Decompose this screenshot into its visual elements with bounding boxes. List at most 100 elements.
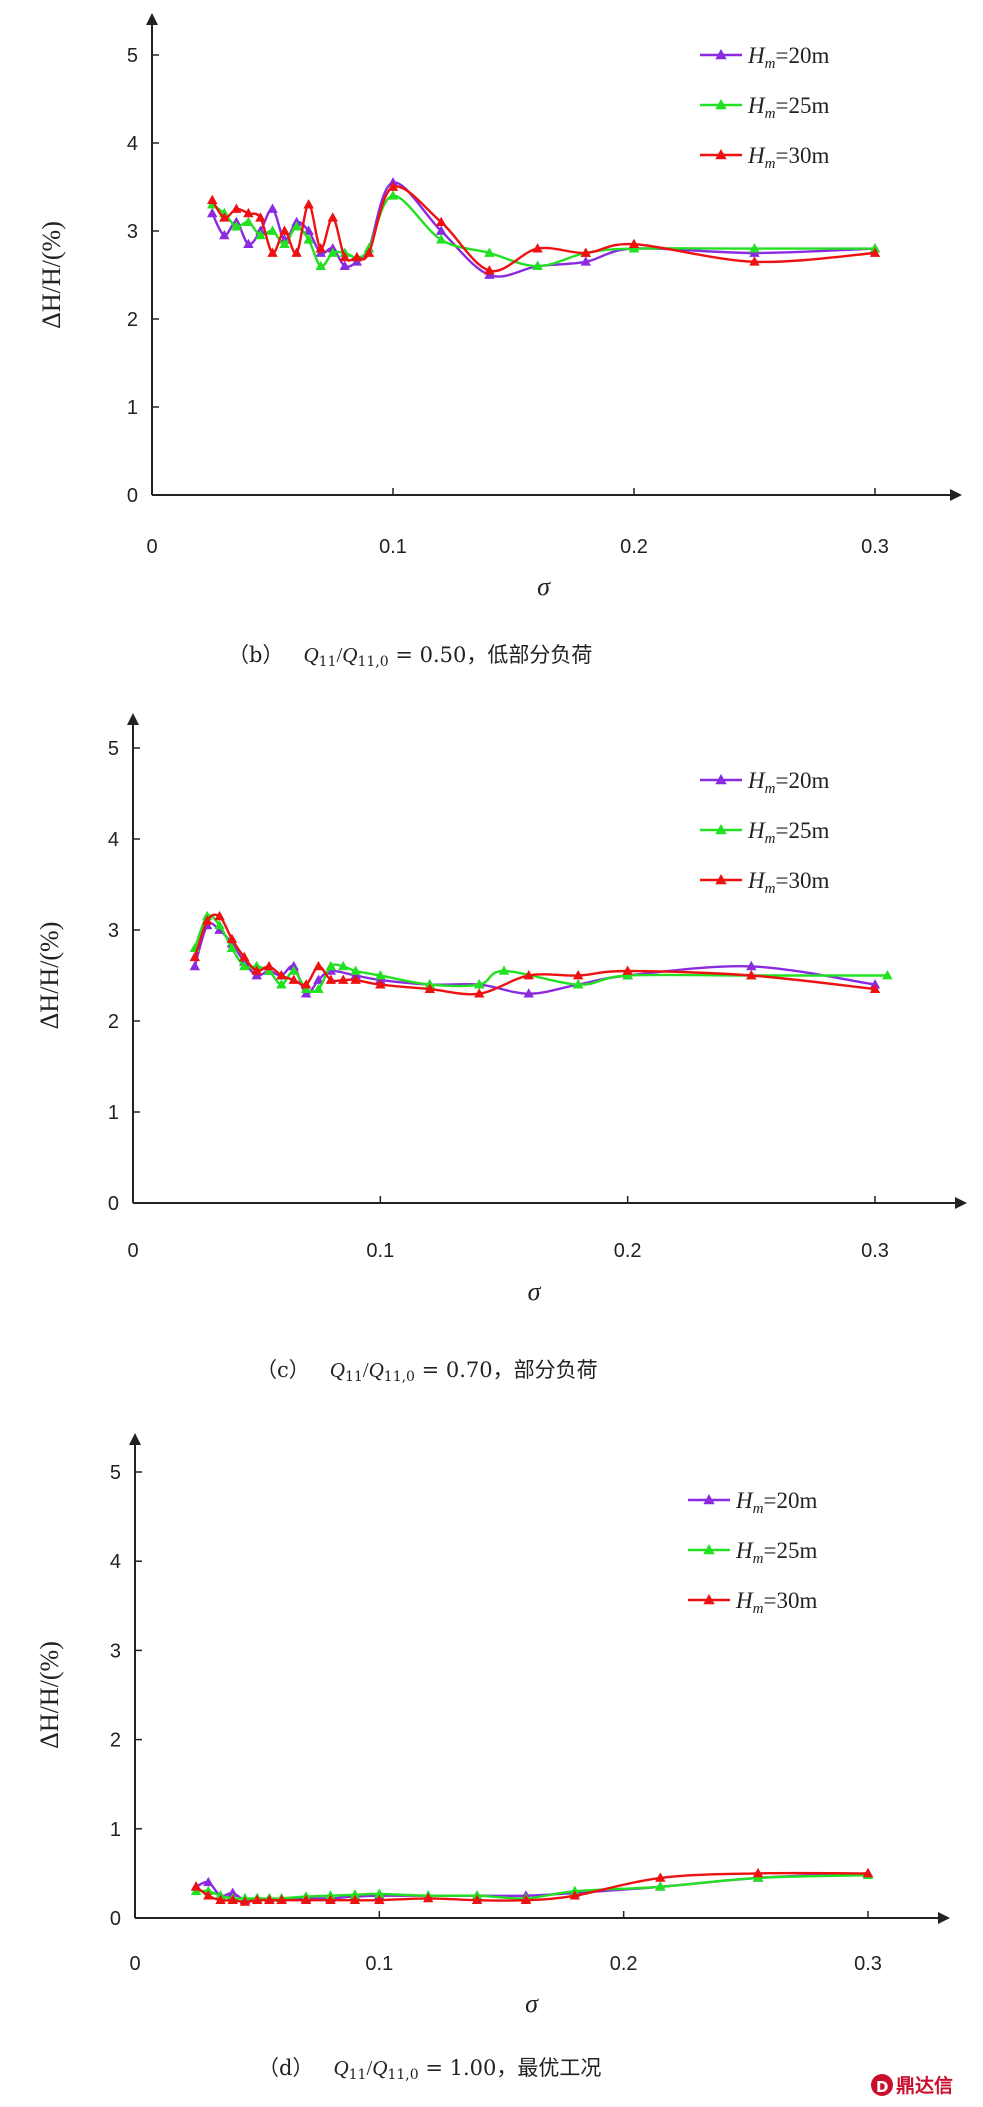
legend-marker-icon: [715, 774, 727, 785]
data-point-marker: [523, 970, 534, 980]
caption-value: = 0.70，部分负荷: [415, 1358, 598, 1382]
legend-marker-icon: [703, 1594, 715, 1605]
data-point-marker: [214, 919, 225, 930]
y-tick-label: 1: [127, 397, 138, 419]
data-point-marker: [435, 216, 447, 227]
y-tick-label: 3: [127, 221, 138, 243]
data-point-marker: [313, 960, 324, 971]
y-axis-label: ΔH/H/(%): [37, 221, 66, 329]
data-point-marker: [239, 951, 250, 962]
y-tick-label: 2: [110, 1730, 121, 1752]
data-point-marker: [231, 203, 242, 213]
y-tick-label: 5: [108, 738, 119, 760]
data-point-marker: [226, 942, 238, 953]
data-point-marker: [267, 203, 278, 213]
legend-marker-icon: [715, 824, 727, 835]
legend-label-subscript: m: [765, 106, 776, 122]
data-point-marker: [255, 212, 266, 222]
legend-label-subscript: m: [765, 831, 776, 847]
y-axis-arrow-icon: [127, 713, 139, 725]
data-point-marker: [374, 1894, 385, 1905]
caption-value: = 1.00，最优工况: [419, 2056, 602, 2080]
data-point-marker: [207, 194, 218, 205]
caption-value: = 0.50，低部分负荷: [389, 643, 593, 667]
x-axis-label: σ: [537, 572, 551, 601]
data-point-marker: [203, 1890, 214, 1900]
chart-caption: （d） Q11/Q11,0 = 1.00，最优工况: [258, 2056, 601, 2083]
legend-label-symbol: H: [747, 768, 766, 793]
watermark-logo-letter: D: [876, 2078, 888, 2096]
data-point-marker: [243, 238, 254, 249]
data-point-marker: [572, 979, 584, 989]
x-tick-label: 0.3: [861, 536, 889, 558]
legend-label-symbol: H: [747, 143, 766, 168]
chart-caption: （b） Q11/Q11,0 = 0.50，低部分负荷: [228, 643, 592, 670]
y-axis-label: ΔH/H/(%): [35, 922, 64, 1030]
data-point-marker: [484, 265, 495, 275]
legend-label-1: Hm=20m: [747, 43, 829, 72]
data-point-marker: [226, 933, 238, 943]
legend-label-symbol: H: [747, 818, 766, 843]
legend-label-1: Hm=20m: [747, 768, 829, 797]
x-tick-label: 0.2: [610, 1953, 638, 1975]
data-point-marker: [374, 1888, 385, 1898]
legend-label-value: =30m: [775, 143, 829, 168]
y-tick-label: 4: [108, 829, 119, 851]
legend-label-subscript: m: [753, 1601, 764, 1617]
caption-q2: Q: [342, 643, 357, 667]
legend-marker-icon: [715, 99, 727, 110]
data-point-marker: [869, 983, 881, 993]
data-point-marker: [628, 238, 640, 249]
y-tick-label: 3: [108, 920, 119, 942]
y-tick-label: 1: [110, 1819, 121, 1841]
data-point-marker: [291, 247, 302, 257]
data-point-marker: [349, 1894, 361, 1905]
caption-q2: Q: [372, 2056, 387, 2080]
data-point-marker: [219, 229, 230, 240]
legend-label-value: =25m: [775, 93, 829, 118]
chart-caption: （c） Q11/Q11,0 = 0.70，部分负荷: [256, 1358, 598, 1385]
legend-label-symbol: H: [747, 93, 766, 118]
data-point-marker: [474, 988, 485, 998]
data-point-marker: [267, 225, 278, 235]
data-point-marker: [338, 960, 349, 971]
data-point-marker: [498, 965, 510, 975]
data-point-marker: [350, 965, 361, 975]
x-axis-arrow-icon: [938, 1912, 950, 1924]
caption-sub2: 11,0: [384, 1369, 415, 1385]
caption-q1: Q: [330, 1358, 345, 1382]
legend-marker-icon: [715, 149, 727, 160]
data-point-marker: [520, 1894, 532, 1905]
data-point-marker: [471, 1894, 483, 1905]
legend-label-3: Hm=30m: [747, 868, 829, 897]
legend-label-2: Hm=25m: [747, 818, 829, 847]
series-line-3: [211, 185, 876, 273]
caption-label: （b）: [228, 643, 283, 667]
legend-marker-icon: [715, 874, 727, 885]
legend-marker-icon: [703, 1544, 715, 1555]
data-point-marker: [882, 970, 893, 980]
x-axis-arrow-icon: [950, 489, 962, 501]
data-point-marker: [190, 1881, 202, 1891]
data-point-marker: [214, 910, 225, 921]
legend-label-symbol: H: [747, 43, 766, 68]
x-tick-label: 0: [129, 1953, 140, 1975]
caption-q1: Q: [303, 643, 318, 667]
y-tick-label: 2: [108, 1011, 119, 1033]
x-tick-label: 0.3: [854, 1953, 882, 1975]
data-point-marker: [276, 979, 287, 989]
x-tick-label: 0.2: [614, 1240, 642, 1262]
data-point-marker: [303, 199, 314, 209]
caption-q1: Q: [333, 2056, 348, 2080]
legend-label-3: Hm=30m: [747, 143, 829, 172]
x-axis-label: σ: [525, 1989, 539, 2018]
x-tick-label: 0: [127, 1240, 138, 1262]
data-point-marker: [300, 979, 312, 989]
data-point-marker: [243, 216, 254, 227]
x-tick-label: 0: [146, 536, 157, 558]
watermark: D 鼎达信: [871, 2074, 953, 2097]
x-axis-arrow-icon: [955, 1197, 967, 1209]
data-point-marker: [227, 1887, 238, 1897]
data-point-marker: [746, 970, 757, 980]
